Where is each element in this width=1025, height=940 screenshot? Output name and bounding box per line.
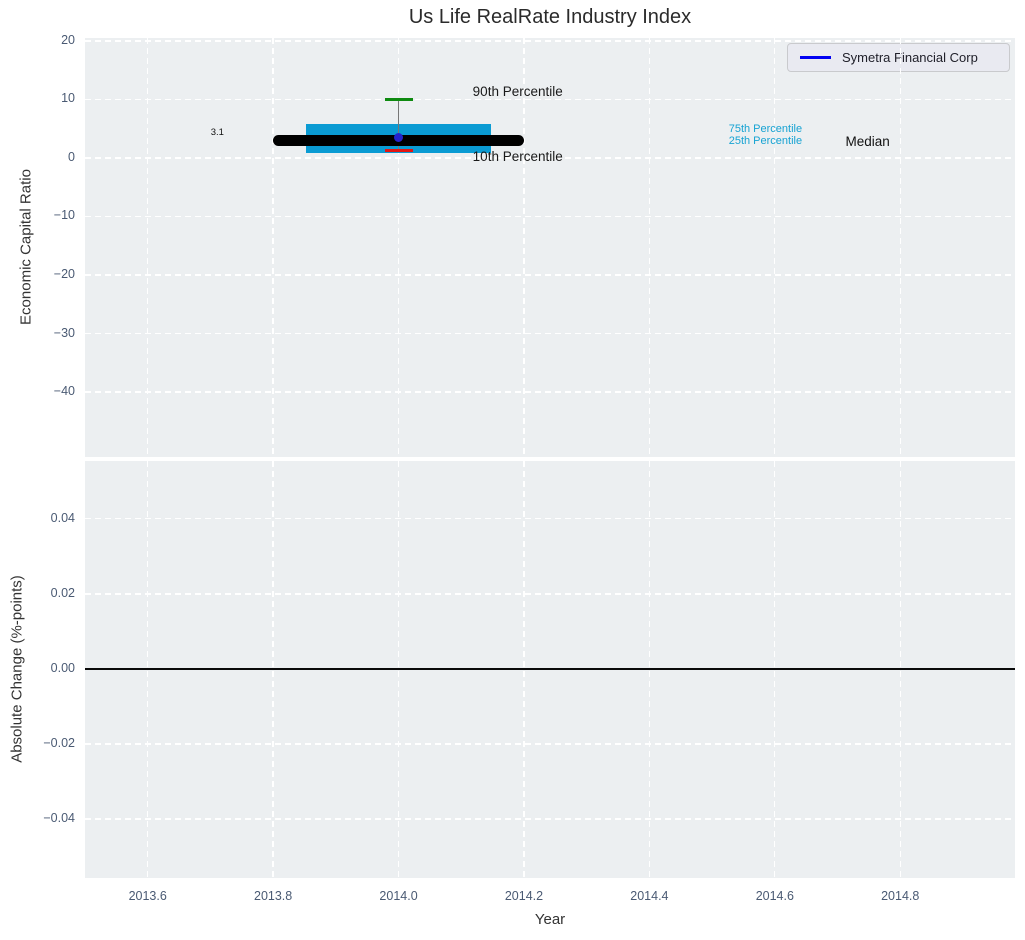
y-tick-label: 0.00 xyxy=(50,660,75,675)
whisker-line xyxy=(397,99,400,151)
y-tick-label: 20 xyxy=(61,32,75,47)
x-tick-label: 2014.0 xyxy=(379,889,418,903)
top-axes xyxy=(85,38,1015,457)
y-gridline xyxy=(85,743,1015,745)
x-tick-label: 2014.6 xyxy=(755,889,794,903)
annotation-10th-percentile: 10th Percentile xyxy=(472,148,563,164)
y-tick-label: 0.04 xyxy=(50,510,75,525)
x-tick-label: 2013.8 xyxy=(254,889,293,903)
y-gridline xyxy=(85,593,1015,595)
y-gridline xyxy=(85,818,1015,820)
y-tick-label: −0.04 xyxy=(43,811,75,826)
annotation-75th-percentile: 75th Percentile xyxy=(728,123,803,136)
y-gridline xyxy=(85,518,1015,520)
y-tick-label: −0.02 xyxy=(43,736,75,750)
y-gridline xyxy=(85,332,1015,335)
y-tick-label: 0 xyxy=(68,149,75,164)
y-tick-label: −20 xyxy=(53,267,75,281)
x-tick-label: 2014.8 xyxy=(881,889,920,903)
y-gridline xyxy=(85,391,1015,393)
company-marker xyxy=(394,133,404,143)
y-tick-label: 0.02 xyxy=(50,585,75,600)
x-axis-label: Year xyxy=(534,911,566,928)
x-tick-label: 2014.4 xyxy=(630,889,669,903)
chart-title: Us Life RealRate Industry Index xyxy=(408,6,692,28)
legend-line-symbol xyxy=(800,56,831,59)
legend-label: Symetra Financial Corp xyxy=(842,50,978,65)
y-gridline xyxy=(85,98,1015,101)
x-gridline xyxy=(899,38,901,457)
x-tick-label: 2014.2 xyxy=(504,889,544,903)
y-tick-label: −10 xyxy=(53,208,75,223)
annotation-25th-percentile: 25th Percentile xyxy=(728,134,803,147)
p90-cap xyxy=(384,98,413,101)
y-gridline xyxy=(85,40,1015,42)
y-gridline xyxy=(85,274,1015,276)
y-tick-label: −30 xyxy=(53,325,75,340)
annotation-median: Median xyxy=(845,133,890,149)
y-tick-label: 10 xyxy=(61,91,75,106)
x-gridline xyxy=(648,38,651,457)
x-gridline xyxy=(397,38,400,457)
p10-cap xyxy=(384,149,413,152)
x-gridline xyxy=(523,38,525,457)
y-gridline xyxy=(85,215,1015,218)
zero-line xyxy=(85,668,1015,670)
y-axis-label-top: Economic Capital Ratio xyxy=(17,169,35,325)
x-gridline xyxy=(774,38,776,457)
x-tick-label: 2013.6 xyxy=(128,889,167,903)
y-tick-label: −40 xyxy=(53,384,75,399)
x-gridline xyxy=(147,38,149,457)
legend: Symetra Financial Corp xyxy=(787,43,1010,72)
y-gridline xyxy=(85,157,1015,159)
annotation-3-1: 3.1 xyxy=(210,127,224,139)
x-gridline xyxy=(272,38,274,457)
annotation-90th-percentile: 90th Percentile xyxy=(472,83,563,99)
